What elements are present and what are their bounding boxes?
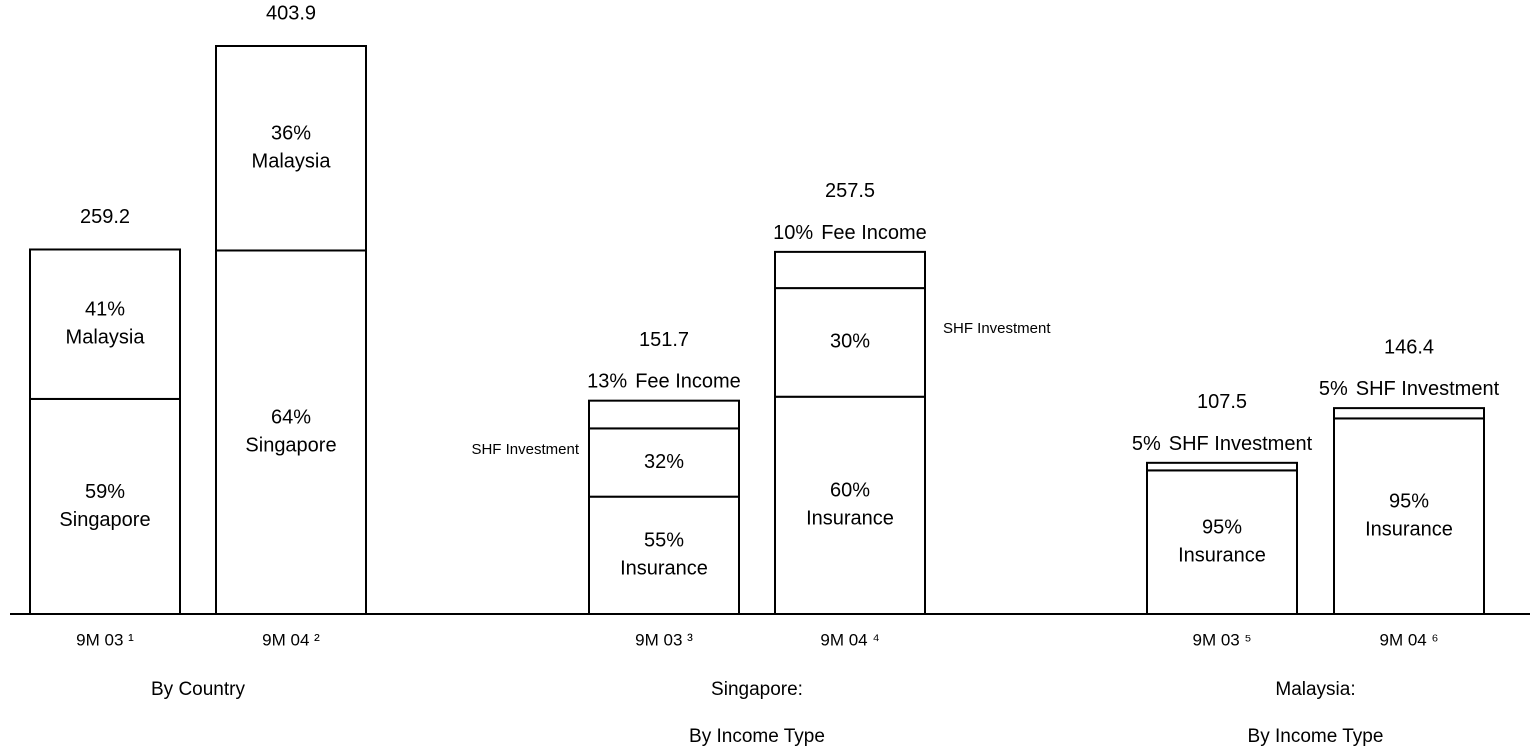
bar-segment <box>588 427 740 498</box>
bar-segment <box>588 495 740 615</box>
segment-value-label: 36% <box>271 123 311 145</box>
segment-value-label: 30% <box>830 331 870 353</box>
bar-segment <box>774 250 926 290</box>
segment-name: Fee Income <box>635 371 741 393</box>
bar-segment <box>1333 407 1485 420</box>
group-title: Singapore: <box>711 679 803 700</box>
total-label: 257.5 <box>825 180 875 202</box>
bar-segment <box>774 395 926 615</box>
total-label: 107.5 <box>1197 391 1247 413</box>
segment-name: Fee Income <box>821 222 927 244</box>
segment-name: SHF Investment <box>471 440 579 458</box>
segment-name: Insurance <box>806 508 894 530</box>
segment-value-label: 32% <box>644 451 684 473</box>
bar-segment <box>1146 469 1298 616</box>
segment-value-label: 59% <box>85 481 125 503</box>
total-label: 146.4 <box>1384 336 1434 358</box>
group-subtitle: By Income Type <box>689 726 825 747</box>
x-tick-label: 9M 03 ⁵ <box>1192 630 1251 649</box>
x-tick-label: 9M 03 ¹ <box>76 630 134 649</box>
segment-value-label: 64% <box>271 407 311 429</box>
segment-label: 5% SHF Investment <box>1319 378 1500 400</box>
segment-value-label: 60% <box>830 480 870 502</box>
bar-segment <box>588 399 740 430</box>
total-label: 403.9 <box>266 2 316 24</box>
group-title: By Country <box>151 679 245 700</box>
bar-segment <box>29 248 181 400</box>
segment-label: 10% Fee Income <box>773 222 927 244</box>
segment-value-label: 95% <box>1389 490 1429 512</box>
bar-segment <box>774 287 926 398</box>
segment-name-box: SHF Investment <box>943 320 1051 338</box>
segment-name: Insurance <box>1365 518 1453 540</box>
segment-value-label: 55% <box>644 530 684 552</box>
segment-name: Singapore <box>245 435 336 457</box>
total-label: 151.7 <box>639 329 689 351</box>
segment-value-label: 10% <box>773 222 813 244</box>
bar-segment <box>215 249 367 615</box>
bar-segment <box>29 397 181 615</box>
segment-value-label: 5% <box>1319 378 1348 400</box>
segment-name: Malaysia <box>252 151 332 173</box>
segment-value-label: 5% <box>1132 433 1161 455</box>
segment-label: 5% SHF Investment <box>1132 433 1313 455</box>
group-title: Malaysia: <box>1275 679 1355 700</box>
segment-name: Insurance <box>1178 544 1266 566</box>
bar-segment <box>1333 417 1485 615</box>
segment-value-label: 41% <box>85 298 125 320</box>
x-tick-label: 9M 04 ² <box>262 630 320 649</box>
bar-segment <box>215 45 367 252</box>
x-tick-label: 9M 04 ⁴ <box>820 630 879 649</box>
group-subtitle: By Income Type <box>1248 726 1384 747</box>
segment-value-label: 13% <box>587 371 627 393</box>
x-tick-label: 9M 03 ³ <box>635 630 693 649</box>
segment-name: SHF Investment <box>1169 433 1313 455</box>
bar-segment <box>1146 461 1298 472</box>
segment-name: Insurance <box>620 558 708 580</box>
x-tick-label: 9M 04 ⁶ <box>1380 630 1439 649</box>
segment-label: 13% Fee Income <box>587 371 741 393</box>
segment-name: Singapore <box>59 509 150 531</box>
segment-name: SHF Investment <box>943 320 1051 338</box>
segment-name-box: SHF Investment <box>471 440 579 458</box>
total-label: 259.2 <box>80 206 130 228</box>
segment-name: Malaysia <box>66 326 146 348</box>
segment-value-label: 95% <box>1202 516 1242 538</box>
segment-name: SHF Investment <box>1356 378 1500 400</box>
